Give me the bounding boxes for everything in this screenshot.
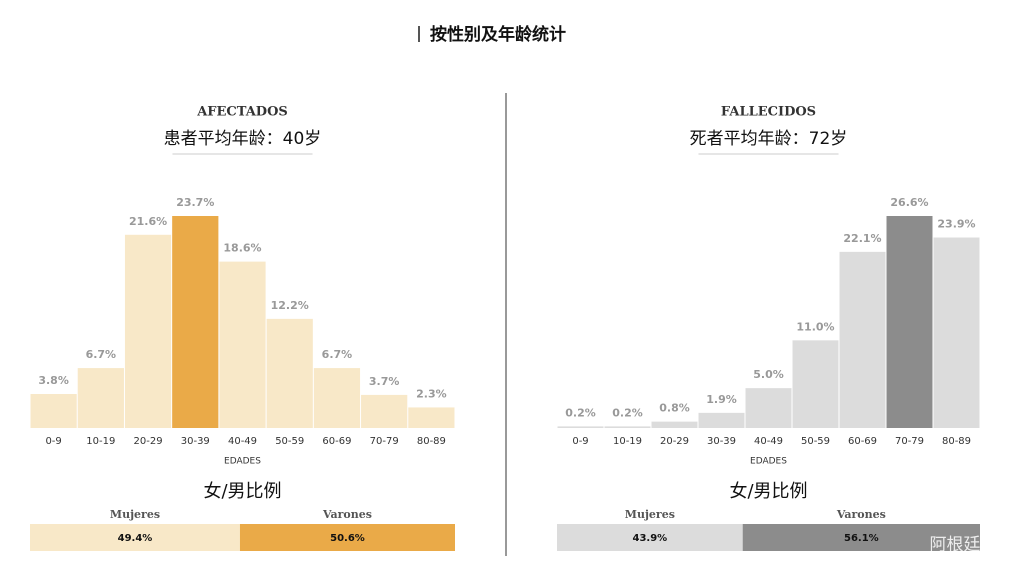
x-tick-label: 70-79 bbox=[895, 436, 924, 447]
x-tick-label: 60-69 bbox=[322, 436, 351, 447]
title-mark bbox=[418, 26, 420, 42]
x-axis-label: EDADES bbox=[750, 457, 787, 467]
bar bbox=[839, 251, 886, 428]
value-label: 23.7% bbox=[176, 196, 214, 209]
panel-title: 女/男比例 bbox=[203, 481, 281, 502]
value-label: 50.6% bbox=[330, 533, 365, 544]
ratio-segment bbox=[239, 524, 455, 551]
bar bbox=[408, 407, 455, 428]
panel-subtitle: 患者平均年龄：40岁 bbox=[164, 129, 322, 149]
page-title: 按性别及年龄统计 bbox=[430, 24, 566, 45]
bar bbox=[313, 368, 361, 428]
bar bbox=[698, 412, 745, 428]
value-label: 5.0% bbox=[753, 368, 784, 381]
bar bbox=[266, 318, 313, 428]
value-label: 11.0% bbox=[796, 320, 834, 333]
x-tick-label: 50-59 bbox=[801, 436, 830, 447]
x-tick-label: 30-39 bbox=[707, 436, 736, 447]
x-tick-label: 60-69 bbox=[848, 436, 877, 447]
x-tick-label: 20-29 bbox=[134, 436, 163, 447]
bar bbox=[792, 340, 839, 428]
bar bbox=[361, 394, 408, 428]
x-tick-label: 10-19 bbox=[613, 436, 642, 447]
bar bbox=[77, 368, 124, 428]
bar bbox=[124, 234, 172, 428]
ratio-segment bbox=[30, 524, 240, 551]
value-label: 6.7% bbox=[86, 348, 117, 361]
panel-title: 女/男比例 bbox=[729, 481, 807, 502]
watermark: 阿根廷 bbox=[930, 535, 981, 555]
legend-label: Mujeres bbox=[110, 508, 160, 521]
x-tick-label: 0-9 bbox=[572, 436, 588, 447]
legend-label: Varones bbox=[322, 508, 372, 521]
bar bbox=[172, 216, 219, 428]
x-tick-label: 30-39 bbox=[181, 436, 210, 447]
x-tick-label: 80-89 bbox=[942, 436, 971, 447]
value-label: 3.7% bbox=[369, 375, 400, 388]
x-tick-label: 10-19 bbox=[86, 436, 115, 447]
bar bbox=[604, 426, 651, 428]
value-label: 1.9% bbox=[706, 393, 737, 406]
value-label: 23.9% bbox=[937, 218, 975, 231]
legend-label: Mujeres bbox=[625, 508, 675, 521]
x-tick-label: 40-49 bbox=[228, 436, 257, 447]
bar bbox=[745, 388, 792, 428]
value-label: 3.8% bbox=[38, 374, 69, 387]
bar bbox=[933, 237, 980, 428]
x-tick-label: 20-29 bbox=[660, 436, 689, 447]
panel-title: FALLECIDOS bbox=[721, 105, 816, 120]
x-tick-label: 40-49 bbox=[754, 436, 783, 447]
value-label: 6.7% bbox=[322, 348, 353, 361]
bar bbox=[557, 426, 604, 428]
value-label: 2.3% bbox=[416, 387, 447, 400]
x-tick-label: 50-59 bbox=[275, 436, 304, 447]
bar bbox=[30, 394, 77, 428]
value-label: 21.6% bbox=[129, 215, 167, 228]
value-label: 18.6% bbox=[223, 242, 261, 255]
bar bbox=[886, 216, 933, 428]
panel-title: AFECTADOS bbox=[196, 105, 288, 120]
value-label: 43.9% bbox=[632, 533, 667, 544]
value-label: 56.1% bbox=[844, 533, 879, 544]
ratio-segment bbox=[557, 524, 743, 551]
bar bbox=[219, 261, 266, 428]
x-tick-label: 80-89 bbox=[417, 436, 446, 447]
value-label: 0.8% bbox=[659, 402, 690, 415]
x-tick-label: 0-9 bbox=[45, 436, 61, 447]
x-tick-label: 70-79 bbox=[370, 436, 399, 447]
value-label: 26.6% bbox=[890, 196, 928, 209]
value-label: 0.2% bbox=[612, 406, 643, 419]
legend-label: Varones bbox=[836, 508, 886, 521]
panel-subtitle: 死者平均年龄：72岁 bbox=[690, 129, 848, 149]
value-label: 0.2% bbox=[565, 406, 596, 419]
value-label: 12.2% bbox=[271, 299, 309, 312]
value-label: 49.4% bbox=[118, 533, 153, 544]
bar bbox=[651, 421, 698, 428]
x-axis-label: EDADES bbox=[224, 457, 261, 467]
ratio-segment bbox=[742, 524, 980, 551]
value-label: 22.1% bbox=[843, 232, 881, 245]
